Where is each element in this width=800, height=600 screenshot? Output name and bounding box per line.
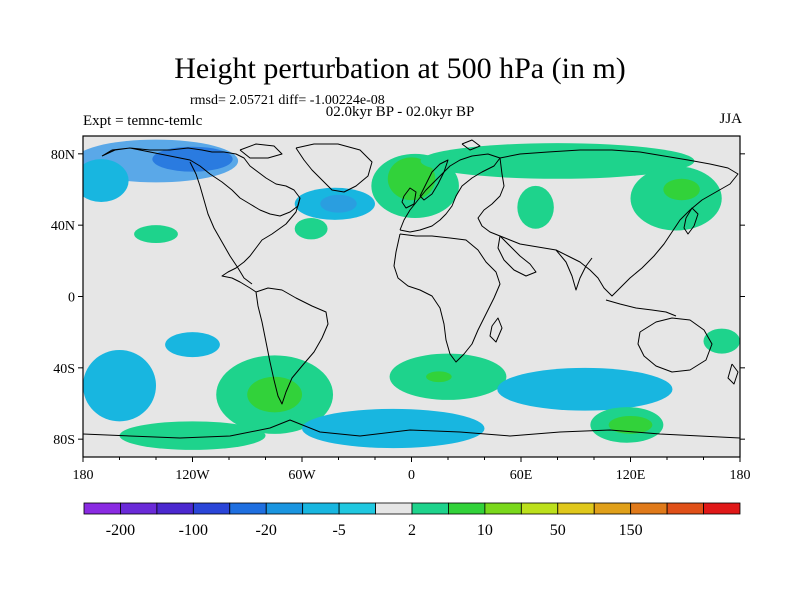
anomaly-siberia-positive (420, 143, 695, 179)
colorbar-swatch (83, 502, 121, 515)
colorbar-label: -100 (179, 522, 208, 539)
lat-tick-label: 80S (53, 433, 75, 448)
coast-scandinavia (419, 159, 449, 201)
colorbar-swatch (630, 502, 668, 515)
colorbar-swatch (375, 502, 413, 515)
anomaly-atlantic-positive (134, 225, 178, 243)
colorbar-label: -200 (106, 522, 135, 539)
coast-svalbard (461, 139, 481, 151)
lat-tick-label: 40N (51, 219, 75, 234)
colorbar-label: -5 (332, 522, 345, 539)
colorbar-swatch (338, 502, 376, 515)
anomaly-indian-ocean-negative (497, 367, 673, 411)
coast-australia (637, 317, 713, 373)
coast-north-america-east (221, 197, 301, 293)
anomaly-layer (83, 139, 740, 450)
anomaly-north-atlantic-negative-core (320, 194, 357, 213)
colorbar-label: -20 (256, 522, 277, 539)
lat-tick-label: 40S (53, 362, 75, 377)
anomaly-tropical-atlantic-positive (294, 218, 328, 240)
anomaly-south-pacific-negative (83, 350, 156, 422)
lon-tick-label: 120W (175, 468, 210, 483)
coast-africa (393, 233, 501, 363)
colorbar-swatch (411, 502, 449, 515)
colorbar: -200 -100 -20 -5 2 10 50 150 (83, 502, 741, 539)
anomaly-pacific-negative (165, 332, 220, 358)
anomaly-antarctic-negative (302, 408, 485, 449)
colorbar-swatch (156, 502, 194, 515)
colorbar-swatch (520, 502, 559, 515)
anomaly-south-atlantic-positive-core (426, 371, 452, 383)
colorbar-swatch (120, 502, 158, 515)
coast-asia (477, 149, 739, 297)
coast-japan (683, 207, 699, 235)
colorbar-label: 50 (550, 522, 566, 539)
lon-tick-label: 180 (730, 468, 751, 483)
anomaly-alaska-negative (83, 159, 129, 202)
coast-new-zealand (727, 363, 739, 385)
lon-tick-label: 120E (616, 468, 646, 483)
colorbar-swatch (448, 502, 486, 515)
lon-tick-label: 0 (408, 468, 415, 483)
anomaly-australia-positive (703, 328, 740, 354)
colorbar-swatch (593, 502, 632, 515)
colorbar-swatch (302, 502, 340, 515)
coast-britain (401, 187, 417, 209)
season-label: JJA (719, 111, 742, 127)
coastline-layer (83, 139, 740, 439)
coast-arctic-islands (239, 143, 283, 159)
lon-tick-label: 180 (73, 468, 94, 483)
lat-tick-label: 0 (68, 291, 75, 306)
anomaly-eurasia-positive (517, 185, 554, 229)
coast-arabia (497, 235, 537, 277)
coast-south-america (255, 287, 329, 405)
coast-antarctica (83, 419, 740, 439)
coast-madagascar (489, 317, 503, 343)
lon-tick-label: 60W (288, 468, 316, 483)
colorbar-label: 150 (619, 522, 643, 539)
lat-tick-label: 80N (51, 148, 75, 163)
figure-title: Height perturbation at 500 hPa (in m) (174, 52, 626, 85)
tick-layer: 180 120W 60W 0 60E 120E 180 80N 40N 0 40S 80S (51, 148, 751, 483)
colorbar-swatch (229, 502, 267, 515)
period-text: 02.0kyr BP - 02.0kyr BP (325, 104, 475, 120)
colorbar-swatch (265, 502, 304, 515)
coast-north-america-west (189, 161, 253, 285)
experiment-label: Expt = temnc-temlc (83, 113, 203, 129)
coast-europe (399, 153, 501, 233)
colorbar-swatch (703, 502, 741, 515)
anomaly-antarctic-positive (119, 421, 266, 450)
anomaly-southern-ocean-positive-core (608, 415, 653, 434)
colorbar-swatch (557, 502, 595, 515)
coast-greenland (295, 143, 373, 193)
anomaly-arctic-negative-core (152, 146, 233, 172)
colorbar-label: 2 (408, 522, 416, 539)
colorbar-swatch (192, 502, 231, 515)
stats-text: rmsd= 2.05721 diff= -1.00224e-08 (190, 93, 385, 108)
coast-india (555, 249, 593, 291)
anomaly-east-asia-positive-core (663, 178, 700, 201)
colorbar-label: 10 (477, 522, 493, 539)
colorbar-swatch (666, 502, 704, 515)
colorbar-swatch (484, 502, 522, 515)
coast-indonesia (605, 299, 677, 317)
lon-tick-label: 60E (510, 468, 533, 483)
